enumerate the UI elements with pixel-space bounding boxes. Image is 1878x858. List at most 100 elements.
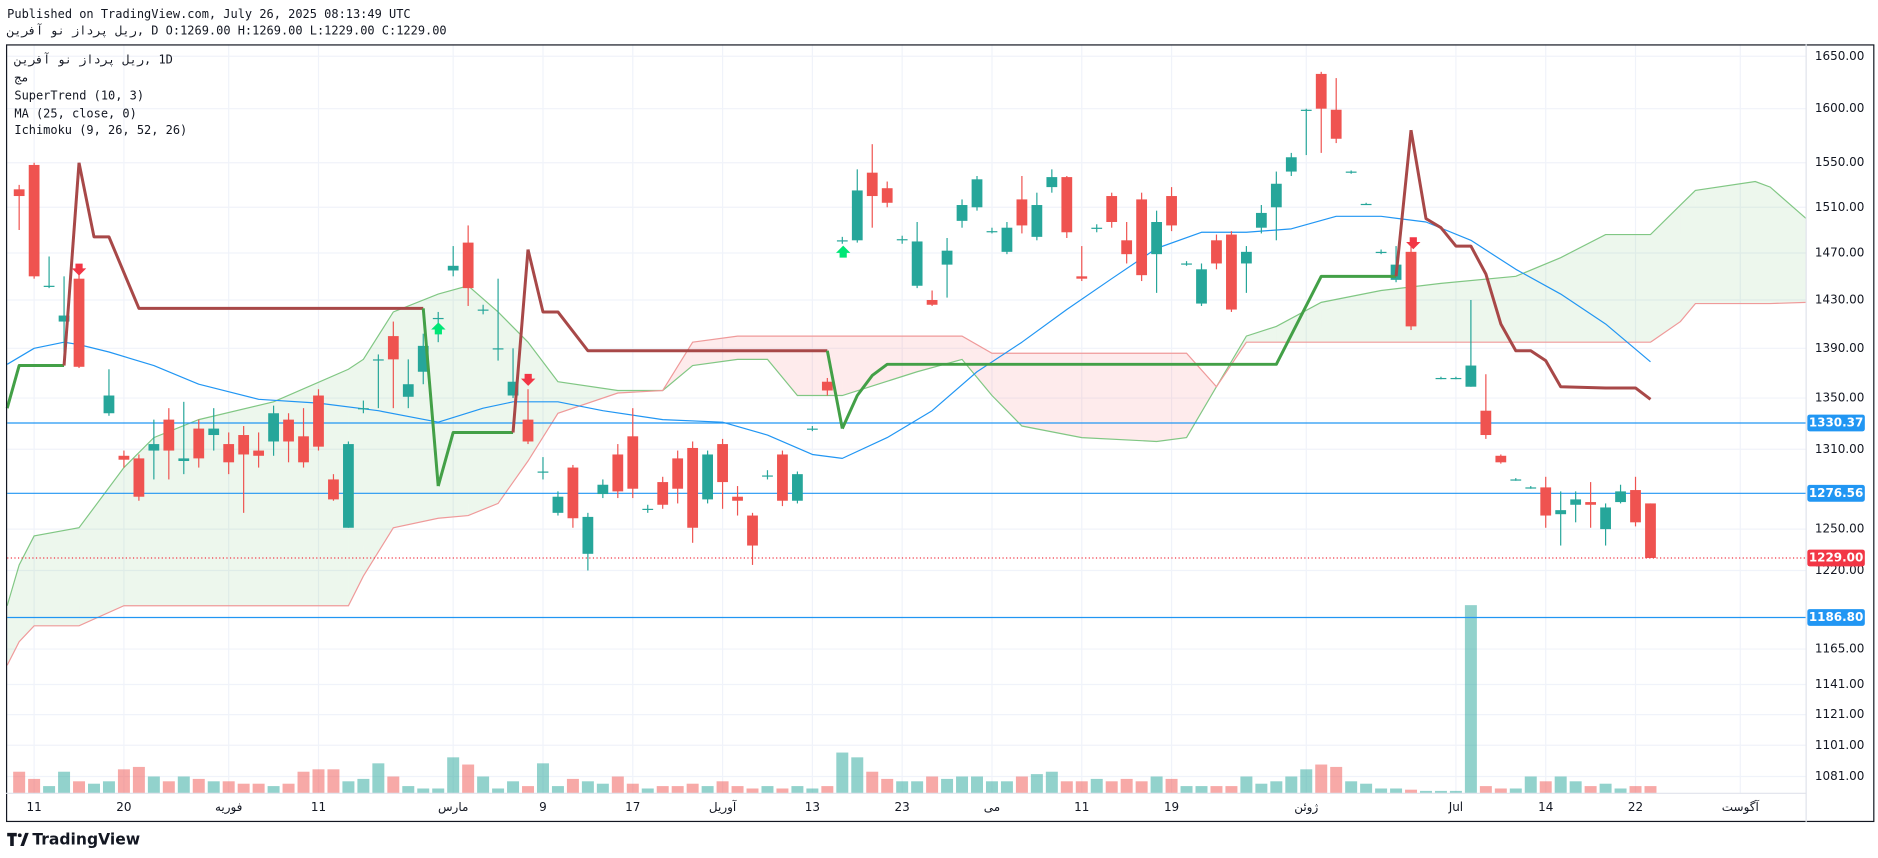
- volume-bar: [1105, 781, 1118, 794]
- volume-bar: [656, 786, 669, 794]
- price-label-box: [1807, 549, 1865, 567]
- candle-body: [178, 458, 190, 462]
- volume-bar: [372, 763, 385, 794]
- cloud-segment: [1186, 353, 1217, 438]
- candle-body: [1330, 109, 1342, 139]
- supertrend-switch: [62, 162, 81, 366]
- candle-body: [627, 436, 639, 489]
- candle-body: [268, 413, 279, 442]
- volume-bar: [1599, 783, 1612, 794]
- cloud-segment: [1650, 205, 1681, 343]
- y-tick-label: 1470.00: [1815, 246, 1864, 260]
- plot-area: [5, 44, 1807, 794]
- candle-body: [1166, 196, 1177, 226]
- candle-body: [43, 285, 55, 287]
- supertrend-line: [436, 430, 514, 487]
- price-label: 1229.00: [1809, 550, 1864, 564]
- legend-symbol: ریل پرداز نو آفرین: [13, 51, 144, 67]
- x-tick-label: 19: [1164, 800, 1179, 814]
- volume-bar: [342, 781, 355, 794]
- volume-bar: [417, 788, 430, 794]
- published-line: Published on TradingView.com, July 26, 2…: [7, 7, 410, 21]
- legend-indicator: Ichimoku (9, 26, 52, 26): [14, 123, 187, 137]
- x-tick-label: 9: [539, 800, 547, 814]
- volume-bar: [866, 771, 879, 794]
- candle-body: [941, 250, 953, 265]
- candle-body: [1031, 205, 1043, 237]
- y-tick-label: 1390.00: [1815, 341, 1864, 355]
- cloud-segment: [79, 467, 124, 626]
- candle-body: [552, 496, 564, 513]
- volume-bar: [252, 783, 265, 794]
- candle-body: [747, 515, 758, 546]
- cloud-segment: [468, 285, 499, 516]
- supertrend-switch: [1394, 129, 1413, 277]
- candle-body: [1136, 199, 1148, 276]
- candle-body: [1091, 227, 1103, 229]
- buy-signal: [835, 245, 851, 258]
- candle-body: [956, 205, 968, 221]
- cloud-segment: [1560, 234, 1606, 343]
- logo-shape: [7, 832, 17, 847]
- volume-bar: [941, 778, 954, 794]
- volume-bar: [1300, 769, 1313, 794]
- volume-bar: [1045, 771, 1058, 794]
- volume-bar: [985, 781, 998, 794]
- legend-exchange: مج: [14, 70, 28, 84]
- volume-bar: [1315, 764, 1328, 794]
- candle-body: [597, 484, 609, 495]
- candle-body: [792, 474, 803, 501]
- x-tick-label: می: [984, 800, 1000, 814]
- volume-bar: [43, 786, 56, 794]
- volume-bar: [282, 783, 295, 794]
- candle-body: [1645, 503, 1656, 558]
- price-label-box: [1807, 414, 1865, 432]
- volume-bar: [626, 783, 639, 794]
- x-tick-label: مارس: [438, 800, 468, 815]
- cloud-segment: [153, 419, 199, 606]
- span-b-line: [6, 301, 1807, 666]
- price-label-box: [1807, 484, 1865, 502]
- candle-body: [1255, 212, 1267, 228]
- volume-bar: [327, 769, 340, 794]
- volume-bar: [1554, 776, 1567, 794]
- volume-bar: [911, 781, 924, 794]
- candle-body: [1405, 251, 1417, 327]
- candle-body: [1465, 365, 1477, 387]
- x-tick-label: Jul: [1448, 800, 1463, 814]
- candle-body: [1076, 276, 1088, 279]
- y-tick-label: 1141.00: [1815, 677, 1864, 691]
- x-tick-label: فوریه: [215, 800, 242, 815]
- legend-interval: , 1D: [144, 52, 173, 66]
- candle-body: [687, 447, 699, 528]
- candle-body: [1061, 177, 1073, 233]
- volume-bar: [117, 769, 130, 794]
- candle-body: [582, 516, 594, 554]
- supertrend-line: [840, 274, 1397, 430]
- candle-body: [103, 395, 115, 414]
- cloud-segment: [1515, 257, 1561, 343]
- volume-bar: [1524, 776, 1537, 794]
- supertrend-line: [1409, 129, 1652, 401]
- x-tick-label: 14: [1538, 800, 1553, 814]
- candle-body: [1585, 502, 1597, 505]
- volume-bar: [147, 776, 160, 794]
- price-label-box: [1807, 609, 1865, 626]
- candle-body: [253, 450, 265, 456]
- x-tick-label: 23: [895, 800, 910, 814]
- candle-body: [821, 381, 833, 391]
- candle-body: [208, 428, 220, 436]
- cloud-segment: [438, 285, 469, 519]
- volume-bar: [387, 776, 400, 794]
- y-tick-label: 1081.00: [1815, 769, 1864, 783]
- volume-bar: [1360, 783, 1373, 794]
- candle-body: [1181, 263, 1192, 265]
- x-tick-label: 11: [311, 800, 326, 814]
- cloud-segment: [1440, 276, 1516, 343]
- y-tick-label: 1121.00: [1815, 707, 1864, 721]
- volume-bar: [881, 778, 894, 794]
- y-tick-label: 1165.00: [1815, 642, 1864, 656]
- candle-body: [1300, 109, 1312, 111]
- volume-bar: [1135, 781, 1148, 794]
